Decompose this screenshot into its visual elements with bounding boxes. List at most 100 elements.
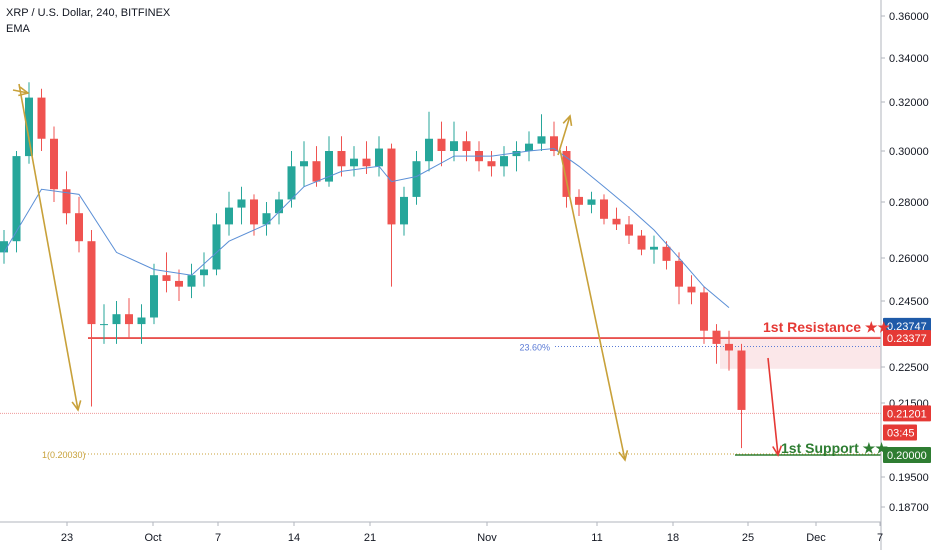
candle-body [337,151,346,167]
candle-body [562,151,571,197]
price-badge-text: 0.23377 [887,333,927,345]
candle-body [512,151,521,157]
resistance-zone [720,336,881,369]
price-tick-label: 0.28000 [889,197,929,209]
candle-body [712,330,721,344]
candle-body [200,269,208,276]
price-badge-bg [883,405,931,422]
ema-line [3,148,730,308]
price-badge-bg [883,424,917,441]
candle-body [287,166,296,200]
indicator-label[interactable]: EMA [6,23,30,35]
candle-body [537,136,546,144]
time-tick-label: 25 [742,532,754,544]
candle-body [137,317,146,325]
fib-236-label: 23.60% [519,343,550,353]
candle-body [62,189,71,214]
price-tick-label: 0.26000 [889,253,929,265]
candle-body [700,292,708,331]
candle-body [687,286,696,293]
time-tick-label: Dec [806,532,826,544]
candle-body [600,199,608,219]
price-tick-label: 0.34000 [889,53,929,65]
price-badge-bg [883,317,931,334]
price-badge: 0.23377 [883,330,931,347]
resistance-label: 1st Resistance ★★ [763,319,890,335]
candle-body [12,156,21,242]
price-axis[interactable]: 0.36000 0.34000 0.32000 0.30000 0.28000 0.260… [880,0,931,550]
candle-body [362,158,371,167]
candle-body [212,224,221,270]
fib-arrow-down-1 [18,83,79,411]
candle-body [150,275,158,318]
candle-body [25,97,33,157]
candle-body [250,199,258,225]
ema-polyline [3,148,730,308]
candle-body [262,213,271,225]
candle-body [575,196,583,205]
candle-body [737,350,746,410]
price-badge-text: 03:45 [887,427,915,439]
candle-body [100,324,108,326]
time-tick-label: 21 [364,532,376,544]
candle-body [625,224,633,236]
candle-body [675,260,683,287]
candle-body [637,235,646,250]
candle-body [350,158,358,167]
candle-body [437,138,446,151]
price-badge: 0.23747 [883,317,931,334]
annotation-labels: 1st Resistance ★★ 1st Support ★★ 23.60% 1(0… [42,319,890,460]
candle-body [662,246,671,261]
time-axis[interactable]: 23 Oct 7 14 21 Nov 11 18 25 Dec 7 [0,521,883,544]
candle-body [375,148,383,167]
price-tick-label: 0.24500 [889,296,929,308]
chart-title: XRP / U.S. Dollar, 240, BITFINEX [6,7,171,19]
candle-body [425,138,433,162]
time-tick-label: 7 [877,532,883,544]
price-badge-text: 0.21201 [887,408,927,420]
fib-arrow-top-2 [557,115,571,156]
fib-arrow-top-2-head [562,114,573,127]
price-badge-bg [883,447,931,463]
time-tick-label: 11 [591,532,602,544]
candle-body [237,199,246,208]
candle-body [500,156,508,167]
candle-body [50,138,58,190]
price-levels [0,336,881,456]
time-tick-label: Oct [144,532,161,544]
price-badge: 0.21201 [883,405,931,422]
fib-1-label: 1(0.20030) [42,450,86,460]
candle-body [525,143,533,151]
candle-body [387,148,396,225]
candle-body [450,141,458,151]
candle-body [112,314,121,325]
price-tick-label: 0.32000 [889,97,929,109]
candle-body [37,97,46,139]
trend-arrows [12,83,783,462]
candle-body [275,199,283,214]
time-tick-label: 23 [61,532,73,544]
candle-body [612,218,621,225]
candle-body [87,241,96,325]
candle-body [75,213,83,242]
candle-body [312,161,321,182]
candle-body [412,161,421,197]
time-tick-label: Nov [477,532,497,544]
price-badge-text: 0.23747 [887,321,927,333]
price-badge: 03:45 [883,424,917,441]
price-tick-label: 0.30000 [889,146,929,158]
candle-body [162,275,171,281]
candle-body [125,314,133,325]
price-tick-label: 0.18700 [889,502,929,514]
price-badge-bg [883,330,931,347]
price-badge-text: 0.20000 [887,450,927,462]
candle-body [400,196,408,225]
fib-arrow-down-2 [559,149,626,461]
fib-arrow-down-2-head [618,450,629,462]
price-tick-label: 0.36000 [889,11,929,23]
candle-body [187,275,196,287]
projection-arrow-head [772,445,783,457]
price-tick-label: 0.22500 [889,362,929,374]
candles [0,82,746,449]
